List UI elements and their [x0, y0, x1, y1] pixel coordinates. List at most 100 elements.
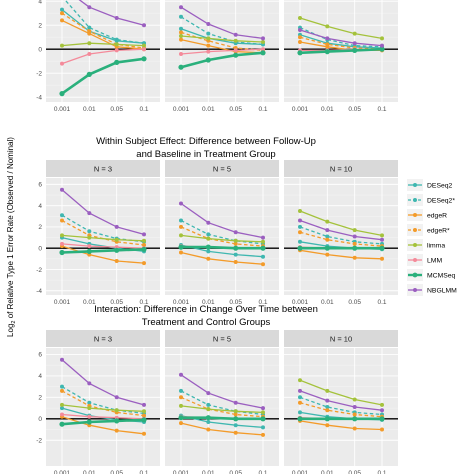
data-point	[325, 423, 330, 428]
y-tick-label: 0	[38, 47, 42, 54]
data-point	[261, 410, 265, 415]
data-point	[206, 249, 211, 254]
data-point	[352, 426, 357, 431]
data-point	[325, 398, 330, 403]
data-point	[60, 402, 64, 407]
x-tick-label: 0.001	[173, 106, 190, 113]
series-line-mcmseq	[61, 248, 145, 254]
series-line-mcmseq	[181, 245, 263, 250]
data-point	[298, 400, 302, 405]
data-point	[142, 431, 146, 436]
legend-key-point	[413, 183, 417, 187]
data-point	[298, 224, 302, 229]
data-point	[60, 406, 64, 411]
x-tick-label: 0.1	[258, 106, 267, 113]
y-tick-label: 2	[38, 224, 42, 231]
data-point	[114, 16, 119, 20]
data-point	[60, 388, 64, 393]
x-tick-label: 0.01	[321, 299, 334, 306]
panel-background	[46, 0, 160, 102]
series-line-nbglmm	[180, 374, 264, 409]
data-point	[325, 388, 330, 393]
panel-background	[46, 178, 160, 295]
data-point	[179, 421, 183, 426]
y-tick-label: -2	[36, 71, 42, 78]
data-point	[114, 224, 119, 229]
data-point	[206, 391, 211, 396]
data-point	[233, 238, 238, 243]
data-point	[233, 245, 239, 251]
data-point	[86, 419, 92, 425]
data-point	[59, 421, 65, 427]
data-point	[261, 239, 265, 244]
data-point	[114, 247, 120, 253]
data-point	[178, 64, 184, 70]
series-line-deseq2-star	[180, 219, 264, 245]
data-point	[206, 420, 211, 424]
x-tick-label: 0.001	[54, 106, 71, 113]
series-line-deseq2-star	[299, 226, 383, 245]
data-point	[261, 262, 265, 267]
data-point	[179, 224, 183, 229]
data-point	[178, 415, 184, 421]
series-line-lmm	[61, 48, 145, 65]
facet-strip-label: N = 10	[330, 335, 352, 344]
data-point	[352, 245, 358, 251]
data-point	[59, 91, 65, 97]
data-point	[298, 16, 302, 20]
facet-strip	[284, 160, 398, 177]
data-point	[380, 408, 384, 413]
facet-strip	[165, 330, 279, 347]
data-point	[352, 234, 357, 239]
data-point	[233, 430, 238, 435]
data-point	[352, 47, 358, 54]
data-point	[352, 416, 358, 422]
data-point	[298, 230, 302, 235]
data-point	[380, 256, 384, 261]
series-line-deseq2-star	[299, 396, 383, 416]
x-tick-label: 0.001	[54, 299, 71, 306]
data-point	[206, 31, 211, 36]
data-point	[142, 232, 146, 237]
data-point	[87, 25, 92, 30]
data-point	[261, 406, 265, 411]
data-point	[114, 42, 119, 47]
data-point	[352, 241, 357, 246]
data-point	[87, 52, 92, 56]
data-point	[87, 406, 92, 411]
series-line-nbglmm	[299, 219, 383, 241]
data-point	[60, 241, 64, 246]
x-tick-label: 0.05	[229, 106, 242, 113]
data-point	[261, 425, 265, 430]
series-line-nbglmm	[78, 0, 145, 26]
x-tick-label: 0.1	[139, 299, 148, 306]
facet-strip-label: N = 5	[213, 165, 231, 174]
x-tick-label: 0.01	[321, 106, 334, 113]
data-point	[114, 48, 119, 53]
facet-strip	[165, 160, 279, 177]
series-line-mcmseq	[61, 57, 145, 95]
data-point	[60, 7, 64, 12]
data-point	[60, 43, 64, 48]
data-point	[142, 238, 146, 243]
legend-key-point	[412, 272, 418, 278]
legend-item: DESeq2*	[407, 194, 455, 206]
data-point	[60, 384, 64, 389]
panel-3-2: N = 5 0.001 0.01 0.05 0.1	[165, 330, 279, 474]
legend-label: edgeR	[427, 213, 447, 220]
data-point	[261, 432, 265, 437]
data-point	[324, 245, 330, 251]
data-point	[380, 237, 384, 242]
data-point	[379, 46, 385, 52]
data-point	[142, 47, 146, 52]
series-line-mcmseq	[181, 416, 263, 421]
row-title: and Baseline in Treatment Group	[136, 149, 275, 160]
legend-label: NBGLMM	[427, 288, 457, 295]
y-tick-label: -4	[36, 95, 42, 102]
data-point	[179, 372, 183, 377]
x-tick-label: 0.05	[229, 299, 242, 306]
series-line-mcmseq	[180, 51, 264, 69]
x-tick-label: 0.01	[202, 299, 215, 306]
y-tick-label: 4	[38, 373, 42, 380]
